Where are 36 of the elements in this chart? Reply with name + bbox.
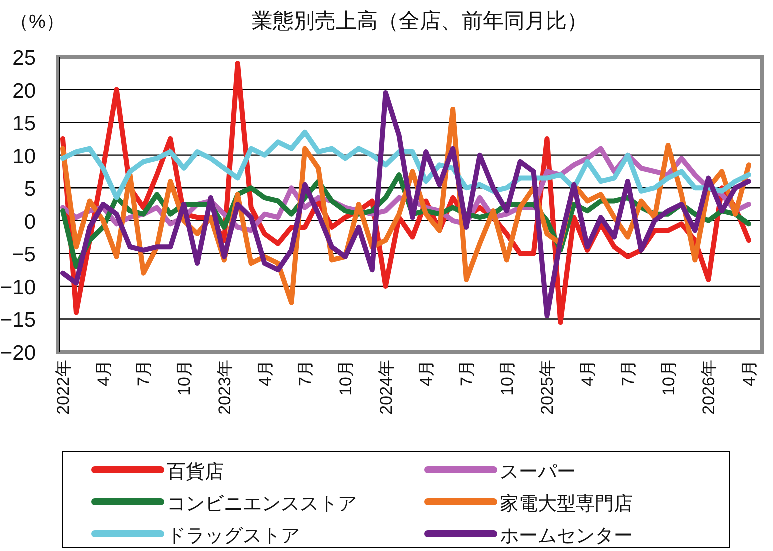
x-tick-label: 4月 [256,360,275,386]
x-tick-label: 7月 [296,360,316,386]
legend-label: ホームセンター [500,526,633,547]
x-tick-label: 7月 [618,360,638,386]
y-tick-label: −20 [0,342,36,365]
x-tick-label: 2024年 [376,360,396,415]
x-tick-label: 10月 [498,360,517,396]
y-tick-label: 20 [12,80,36,103]
x-tick-label: 2023年 [215,360,234,415]
legend-label: ドラッグストア [167,526,300,547]
legend-label: コンビニエンスストア [167,494,357,515]
y-tick-label: 10 [12,145,36,168]
x-tick-label: 4月 [578,360,598,386]
x-tick-label: 10月 [175,360,194,396]
y-tick-label: −10 [0,276,36,300]
y-tick-label: −5 [12,244,36,267]
x-tick-label: 4月 [94,360,114,386]
x-tick-label: 7月 [458,360,477,386]
chart-title: 業態別売上高（全店、前年同月比） [252,10,588,33]
x-tick-label: 10月 [659,360,678,396]
legend-label: スーパー [500,462,576,483]
x-tick-label: 2026年 [700,360,719,415]
y-axis-title: （%） [10,12,65,33]
legend-label: 百貨店 [167,461,224,483]
y-tick-label: 25 [12,47,36,70]
y-tick-label: 0 [24,210,36,234]
x-tick-label: 4月 [740,360,759,386]
x-tick-label: 2025年 [538,360,558,415]
x-tick-label: 4月 [417,360,436,386]
y-tick-label: −15 [0,309,36,332]
y-tick-label: 5 [24,178,36,202]
legend-label: 家電大型専門店 [500,493,633,515]
x-tick-label: 10月 [336,360,356,396]
x-tick-label: 2022年 [54,360,73,415]
y-tick-label: 15 [12,112,36,136]
x-tick-label: 7月 [134,360,154,386]
